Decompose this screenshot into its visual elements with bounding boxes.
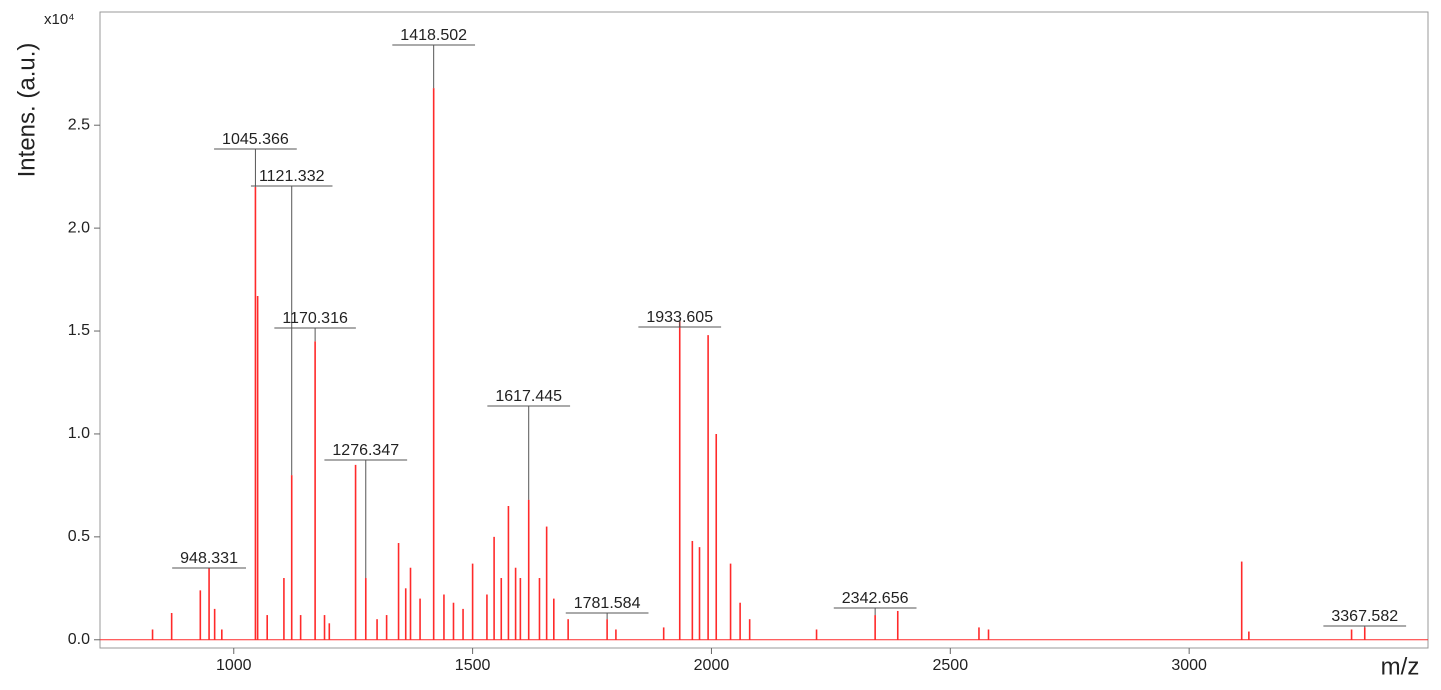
x-tick-label: 3000 [1171,657,1207,674]
x-tick-label: 2000 [694,657,730,674]
peak-label: 1170.316 [282,310,348,327]
y-tick-label: 0.0 [68,631,90,648]
peak-label: 3367.582 [1331,608,1398,625]
x-tick-label: 2500 [933,657,969,674]
plot-frame [99,11,1429,649]
peak-label: 1933.605 [646,309,713,326]
x-axis-title: m/z [1381,653,1420,680]
peak-label: 948.331 [180,550,238,567]
y-tick-label: 1.5 [68,322,90,339]
x-tick-label: 1000 [216,657,252,674]
peak-label: 1045.366 [222,131,289,148]
y-tick-label: 2.0 [68,219,90,236]
y-tick-label: 1.0 [68,425,90,442]
peak-label: 2342.656 [842,590,909,607]
peak-label: 1418.502 [400,27,467,44]
peak-label: 1781.584 [574,595,641,612]
peak-label: 1276.347 [332,442,399,459]
y-multiplier: x10⁴ [44,11,75,28]
x-tick-label: 1500 [455,657,491,674]
y-tick-label: 0.5 [68,528,90,545]
peak-label: 1121.332 [259,168,325,185]
peak-label: 1617.445 [495,388,562,405]
y-tick-label: 2.5 [68,116,90,133]
y-axis-title: Intens. (a.u.) [13,43,40,178]
